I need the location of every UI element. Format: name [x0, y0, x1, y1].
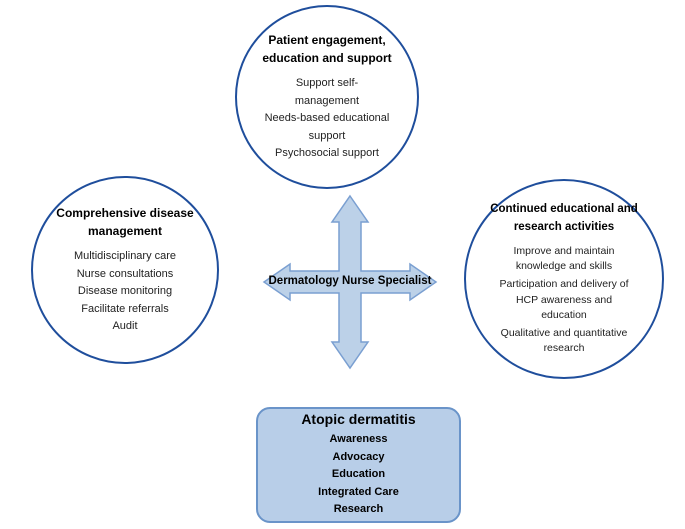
center-label: Dermatology Nurse Specialist: [260, 275, 440, 287]
four-way-arrow: [0, 0, 685, 529]
